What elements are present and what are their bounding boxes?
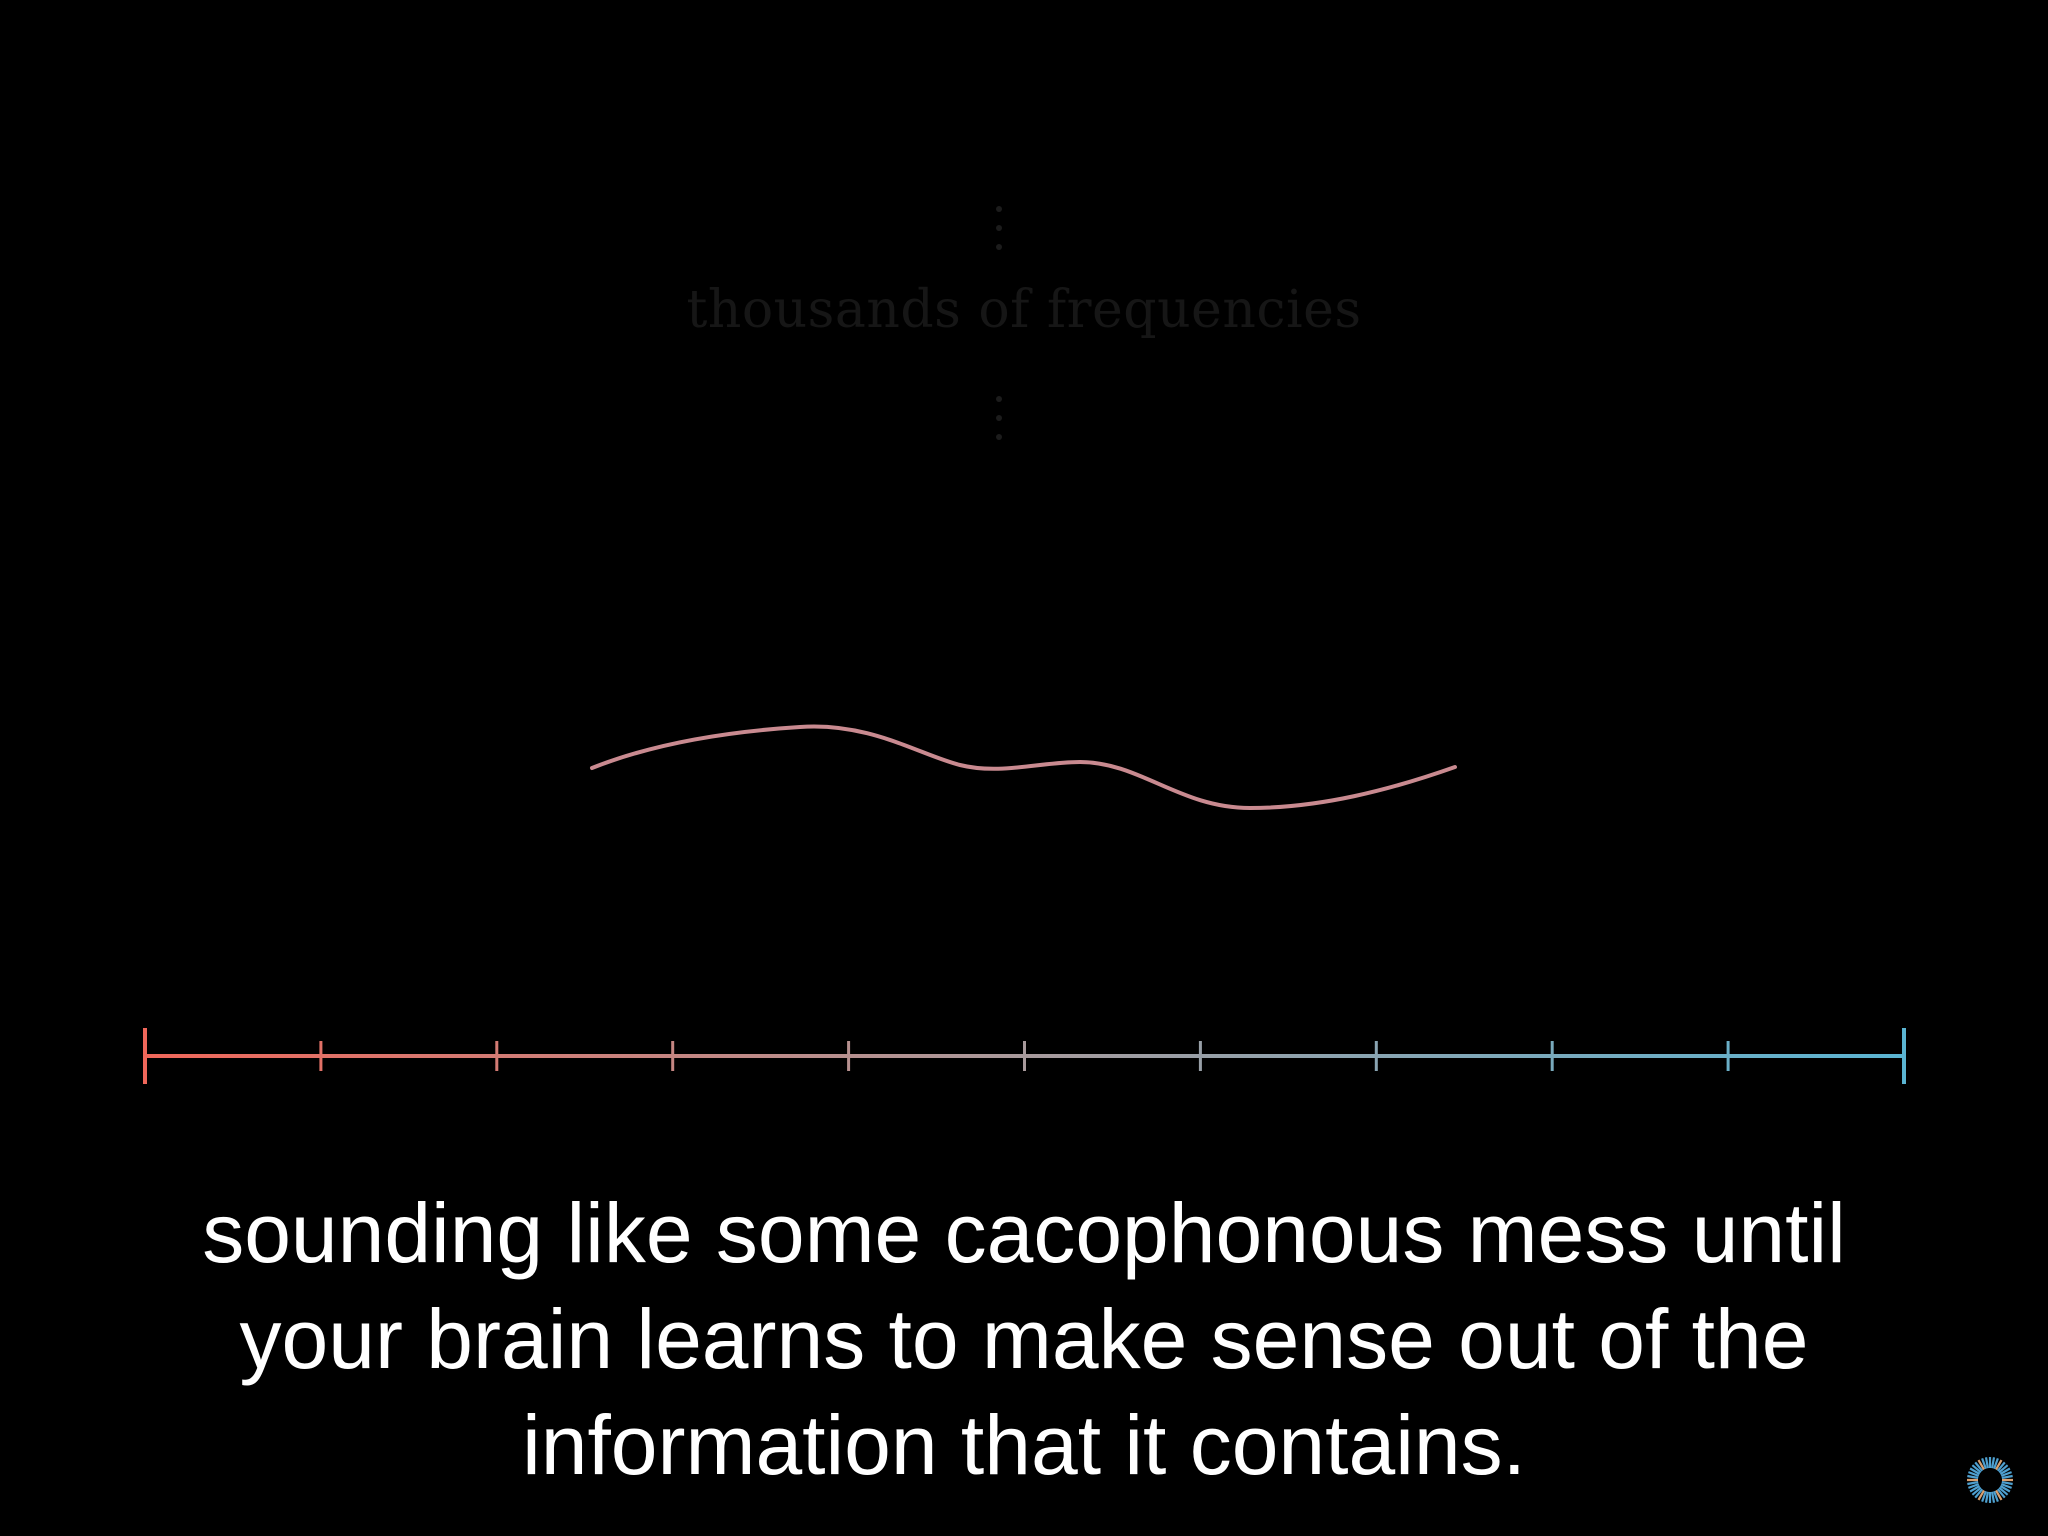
- sound-wave: [590, 724, 1457, 811]
- spinner-ray: [1968, 1471, 1980, 1477]
- caption-line-2: your brain learns to make sense out of t…: [239, 1292, 1809, 1386]
- spinner-ray: [1969, 1467, 1981, 1475]
- caption-line-3: information that it contains.: [522, 1398, 1526, 1492]
- spinner-ray: [1993, 1458, 1999, 1470]
- spinner-ray: [1977, 1489, 1985, 1501]
- spinner-ray: [1991, 1457, 1996, 1469]
- spinner-ray: [1981, 1490, 1987, 1502]
- spinner-ray: [1971, 1486, 1982, 1496]
- spinner-ray: [1995, 1489, 2003, 1501]
- spinner-ray: [2000, 1483, 2012, 1489]
- spinner-ray: [1974, 1461, 1984, 1472]
- spinner-ray: [1999, 1467, 2011, 1475]
- spinner-ray: [1981, 1458, 1987, 1470]
- spinner-ray: [1999, 1485, 2011, 1493]
- spinner-ray: [1968, 1483, 1980, 1489]
- spinner-ray: [1996, 1488, 2006, 1499]
- spinner-ray: [2000, 1471, 2012, 1477]
- vertical-ellipsis-icon-bottom: [994, 396, 1004, 440]
- spinner-ray: [1998, 1486, 2009, 1496]
- loading-spinner-icon: [1967, 1457, 2013, 1503]
- frequency-axis: [143, 1028, 1906, 1084]
- spinner-ray: [1991, 1491, 1996, 1503]
- spinner-ray: [1967, 1481, 1979, 1486]
- spinner-ray: [1967, 1474, 1979, 1479]
- vertical-ellipsis-icon-top: [994, 206, 1004, 250]
- spinner-ray: [1984, 1491, 1989, 1503]
- spinner-ray: [1995, 1459, 2003, 1471]
- spinner-ray: [2001, 1481, 2013, 1486]
- spinner-ray: [1996, 1461, 2006, 1472]
- spinner-ray: [1977, 1459, 1985, 1471]
- frequency-label: thousands of frequencies: [686, 280, 1362, 340]
- spinner-ray: [2001, 1474, 2013, 1479]
- caption-line-1: sounding like some cacophonous mess unti…: [202, 1186, 1846, 1280]
- spinner-ray: [1974, 1488, 1984, 1499]
- spinner-ray: [1971, 1464, 1982, 1474]
- spinner-ray: [1993, 1490, 1999, 1502]
- subtitle-caption: sounding like some cacophonous mess unti…: [0, 1180, 2048, 1498]
- spinner-ray: [1998, 1464, 2009, 1474]
- spinner-ray: [1969, 1485, 1981, 1493]
- spinner-ray: [1984, 1457, 1989, 1469]
